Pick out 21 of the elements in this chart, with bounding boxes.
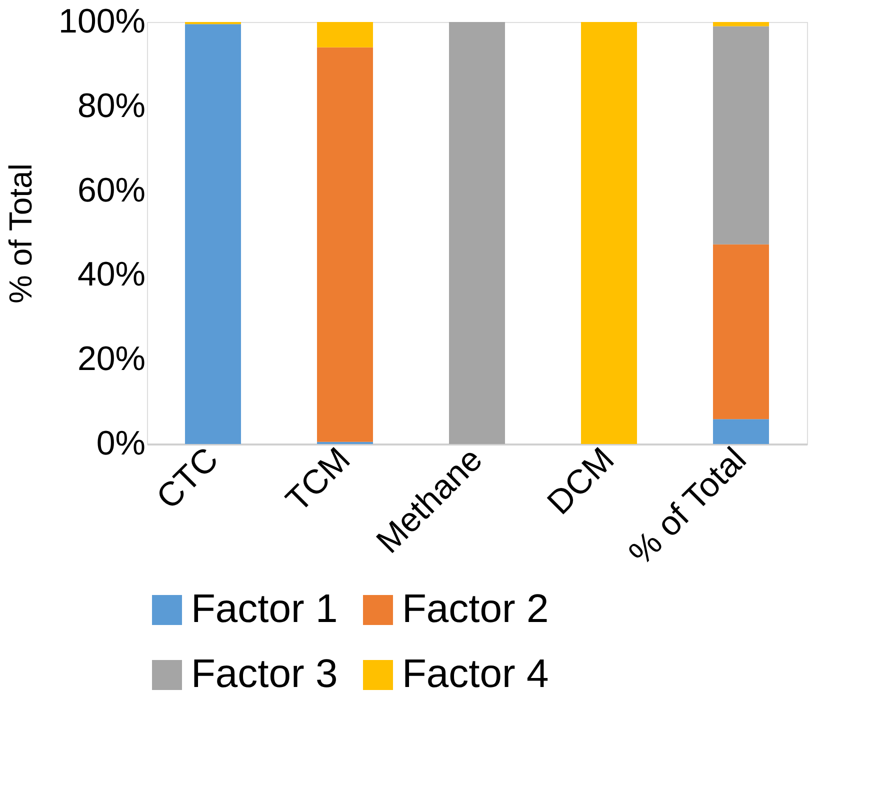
bar — [185, 24, 241, 444]
bar — [713, 244, 769, 420]
y-axis-title: % of Total — [2, 164, 39, 304]
y-tick-label: 100% — [58, 2, 146, 40]
bar — [449, 22, 505, 444]
y-tick-label: 80% — [77, 86, 146, 125]
bar — [317, 22, 373, 48]
legend-label: Factor 2 — [402, 587, 549, 631]
legend-label: Factor 4 — [402, 652, 549, 696]
bar — [713, 419, 769, 444]
bar — [581, 22, 637, 444]
y-tick-label: 0% — [96, 424, 146, 462]
y-tick-label: 60% — [77, 171, 146, 210]
legend-label: Factor 1 — [191, 587, 338, 631]
bar — [317, 47, 373, 442]
y-tick-label: 40% — [77, 256, 146, 294]
legend-label: Factor 3 — [191, 652, 338, 696]
bar — [713, 26, 769, 244]
bar — [713, 22, 769, 26]
y-tick-label: 20% — [77, 340, 146, 378]
x-tick-label: CTC — [149, 440, 226, 517]
